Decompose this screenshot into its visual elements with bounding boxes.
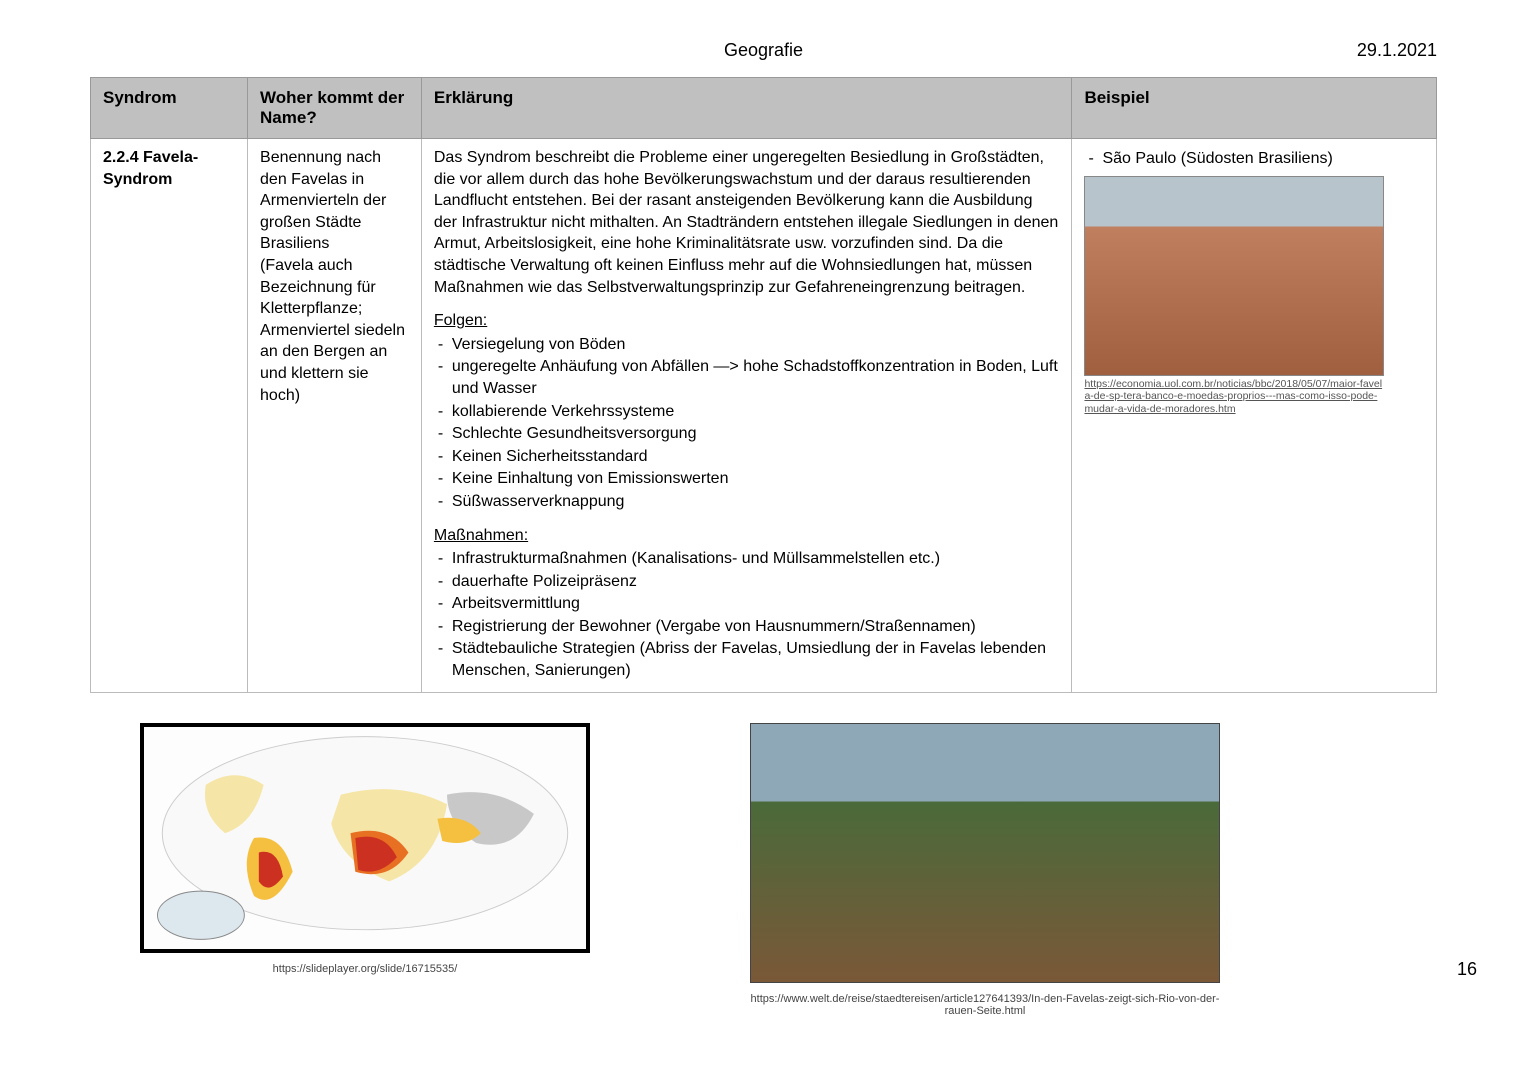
cell-erklaerung: Das Syndrom beschreibt die Probleme eine…: [421, 139, 1072, 693]
th-name: Woher kommt der Name?: [248, 78, 422, 139]
photo1-source-link[interactable]: https://economia.uol.com.br/noticias/bbc…: [1084, 378, 1384, 416]
syndrom-table: Syndrom Woher kommt der Name? Erklärung …: [90, 77, 1437, 693]
cell-name-origin: Benennung nach den Favelas in Armenviert…: [248, 139, 422, 693]
table-row: 2.2.4 Favela-Syndrom Benennung nach den …: [91, 139, 1437, 693]
list-item: ungeregelte Anhäufung von Abfällen —> ho…: [434, 356, 1060, 399]
photo2-caption[interactable]: https://www.welt.de/reise/staedtereisen/…: [750, 993, 1220, 1017]
favela-photo-1: [1084, 176, 1384, 376]
cell-beispiel: São Paulo (Südosten Brasiliens) https://…: [1072, 139, 1437, 693]
list-item: Arbeitsvermittlung: [434, 593, 1060, 615]
list-item: Versiegelung von Böden: [434, 334, 1060, 356]
erklaerung-paragraph: Das Syndrom beschreibt die Probleme eine…: [434, 147, 1060, 298]
folgen-heading: Folgen:: [434, 310, 1060, 332]
list-item: Süßwasserverknappung: [434, 491, 1060, 513]
list-item: Schlechte Gesundheitsversorgung: [434, 423, 1060, 445]
list-item: Keinen Sicherheitsstandard: [434, 446, 1060, 468]
list-item: Infrastrukturmaßnahmen (Kanalisations- u…: [434, 548, 1060, 570]
th-beispiel: Beispiel: [1072, 78, 1437, 139]
beispiel-item: São Paulo (Südosten Brasiliens): [1084, 148, 1424, 170]
list-item: Registrierung der Bewohner (Vergabe von …: [434, 616, 1060, 638]
cell-syndrom: 2.2.4 Favela-Syndrom: [91, 139, 248, 693]
th-erklaerung: Erklärung: [421, 78, 1072, 139]
massnahmen-list: Infrastrukturmaßnahmen (Kanalisations- u…: [434, 548, 1060, 682]
list-item: dauerhafte Polizeipräsenz: [434, 571, 1060, 593]
world-map-image: [140, 723, 590, 953]
page-date: 29.1.2021: [1357, 40, 1437, 61]
list-item: Städtebauliche Strategien (Abriss der Fa…: [434, 638, 1060, 681]
page-title: Geografie: [90, 40, 1437, 61]
list-item: Keine Einhaltung von Emissionswerten: [434, 468, 1060, 490]
list-item: kollabierende Verkehrssysteme: [434, 401, 1060, 423]
map-caption[interactable]: https://slideplayer.org/slide/16715535/: [273, 963, 458, 975]
favela-photo-2: [750, 723, 1220, 983]
th-syndrom: Syndrom: [91, 78, 248, 139]
page-number: 16: [1457, 959, 1477, 980]
folgen-list: Versiegelung von Bödenungeregelte Anhäuf…: [434, 334, 1060, 513]
massnahmen-heading: Maßnahmen:: [434, 525, 1060, 547]
